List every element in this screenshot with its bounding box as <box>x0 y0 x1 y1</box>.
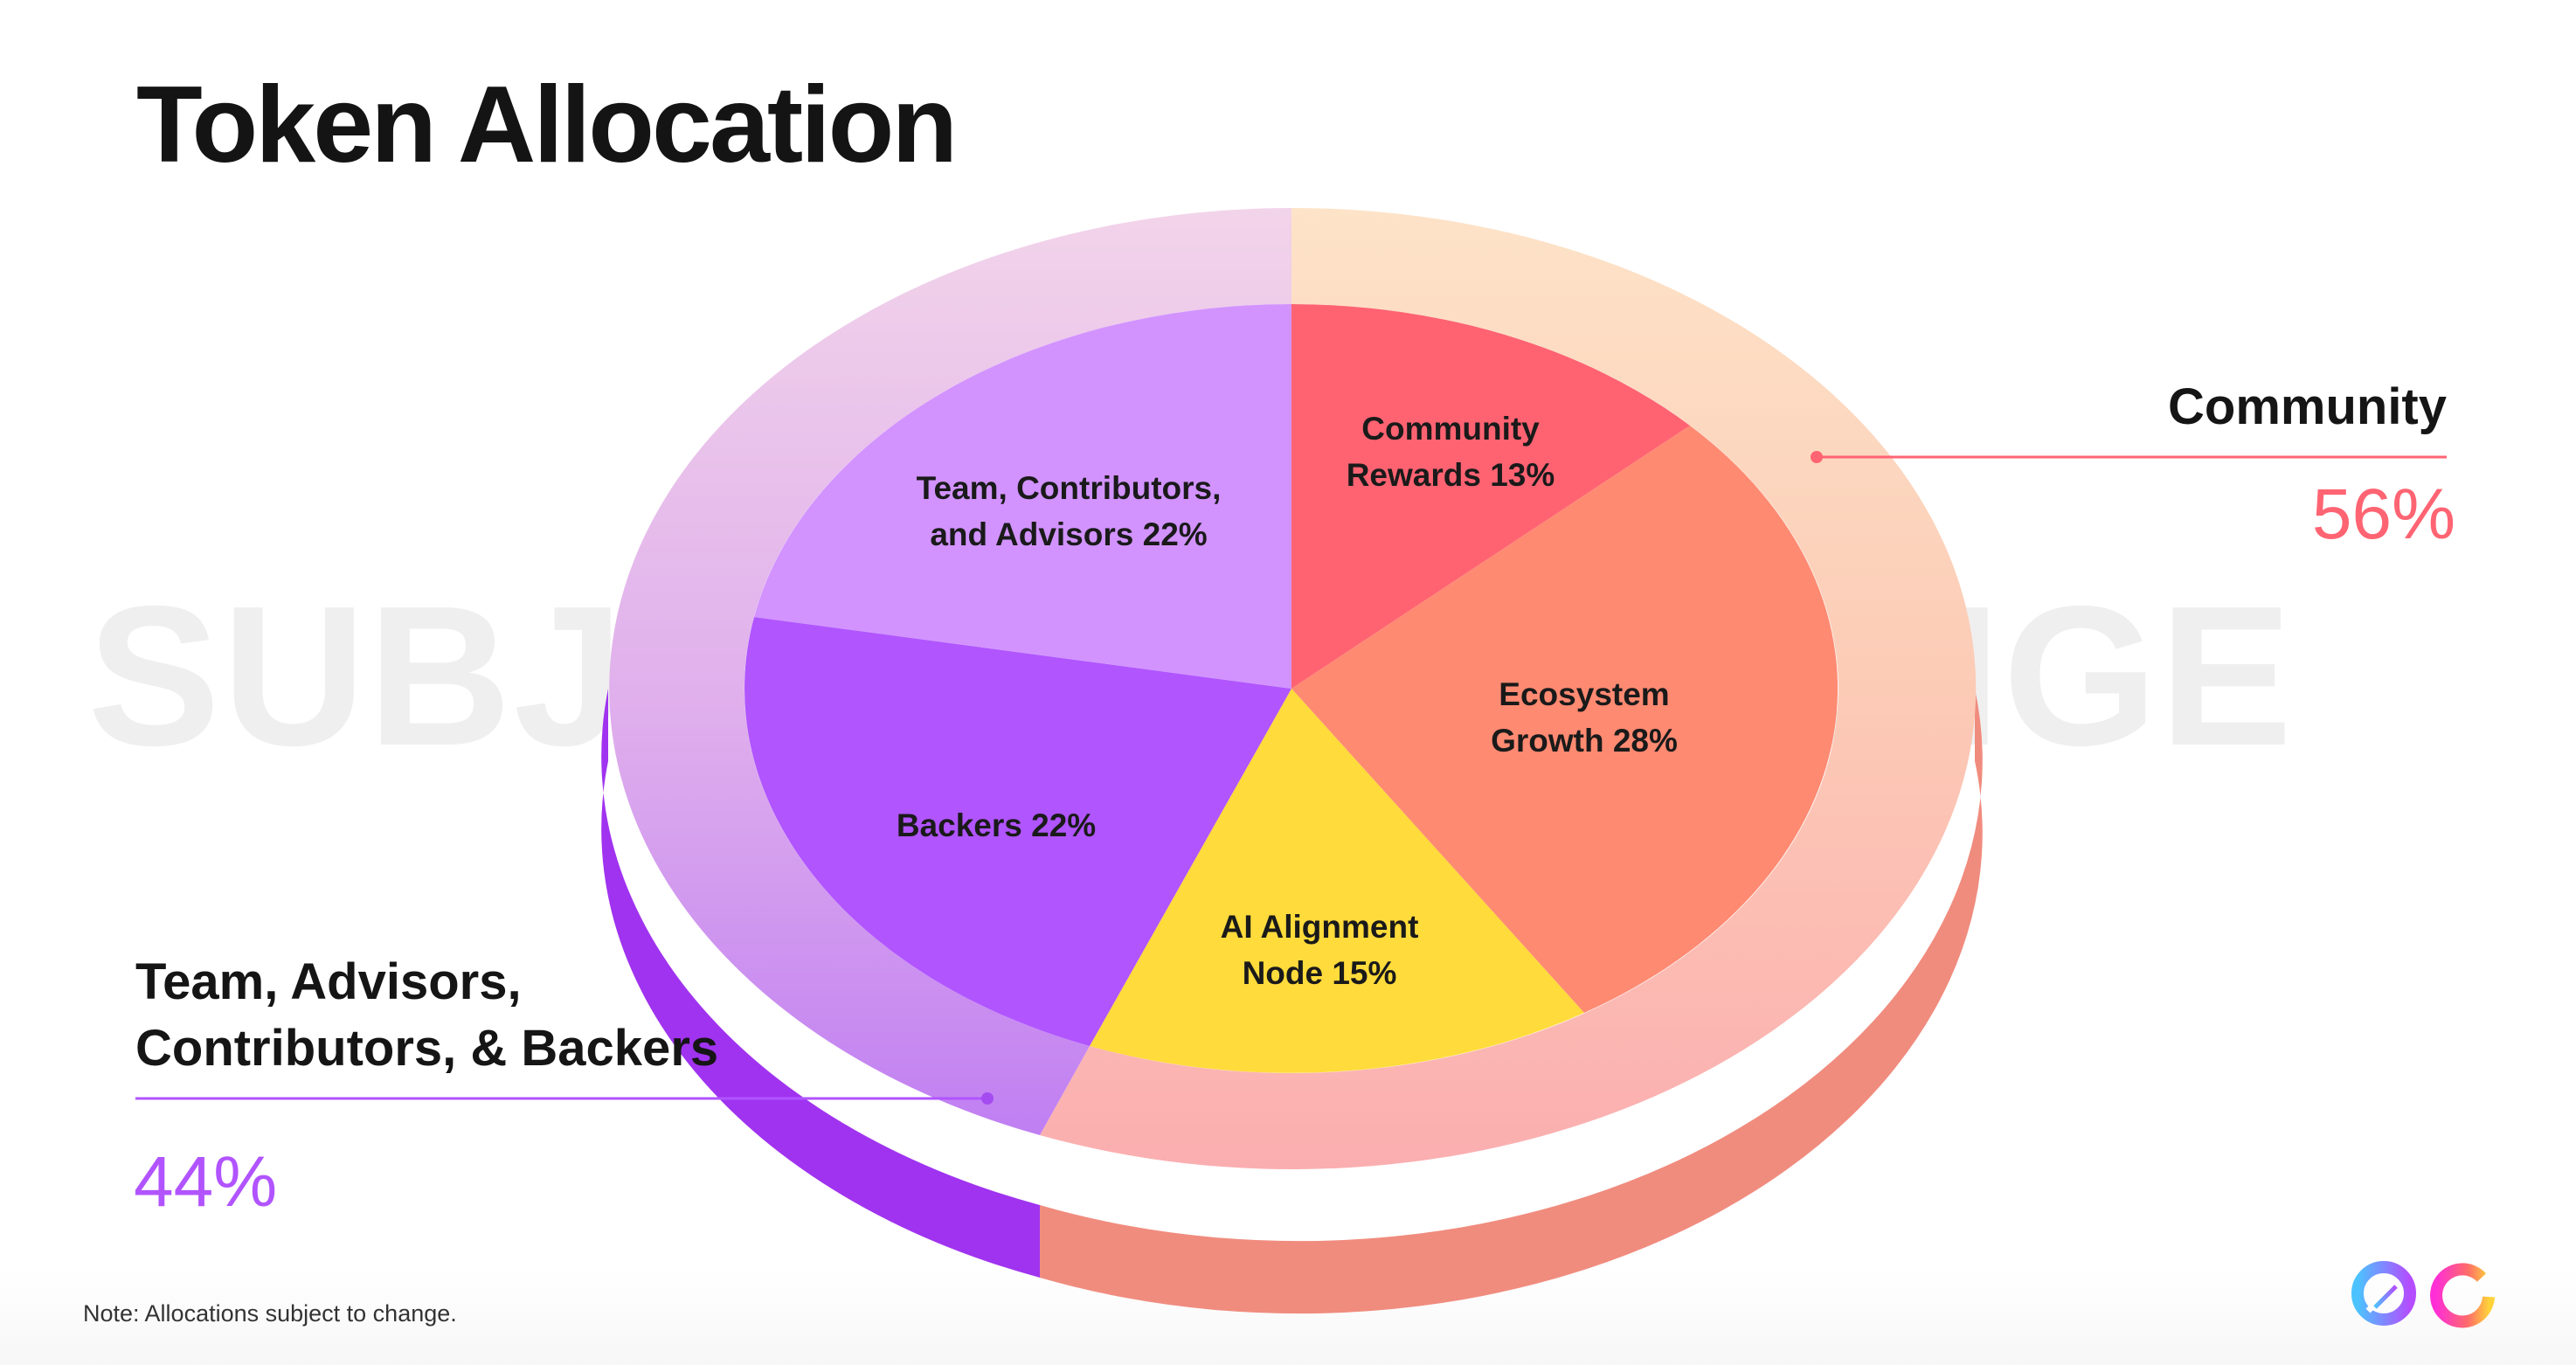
ring-community <box>1040 207 1977 1169</box>
slice-label-team: Team, Contributors, and Advisors 22% <box>917 465 1222 558</box>
slice-label-line: Node 15% <box>1242 955 1397 991</box>
pie-slices <box>744 304 1839 1073</box>
slice-ai-alignment-node[interactable] <box>1090 689 1584 1073</box>
side-team <box>601 689 1040 1278</box>
slice-label-ai-alignment-node: AI Alignment Node 15% <box>1221 904 1419 996</box>
footnote: Note: Allocations subject to change. <box>83 1300 457 1327</box>
team-callout-line1: Team, Advisors, <box>135 953 522 1010</box>
outer-ring <box>609 207 1977 1169</box>
slice-ecosystem-growth[interactable] <box>1291 426 1839 1013</box>
team-callout-label: Team, Advisors, Contributors, & Backers <box>135 949 718 1082</box>
slice-label-line: Community <box>1361 411 1540 447</box>
slice-label-backers: Backers 22% <box>897 802 1096 849</box>
community-callout-value: 56% <box>2311 475 2455 554</box>
slice-label-line: Ecosystem <box>1499 676 1670 712</box>
community-leader <box>1811 451 2447 463</box>
slice-label-line: Backers 22% <box>896 807 1097 843</box>
ring-team <box>609 208 1291 1135</box>
slice-label-line: and Advisors 22% <box>930 516 1208 552</box>
page-title: Token Allocation <box>136 65 958 185</box>
side-community <box>1040 689 1983 1314</box>
slice-label-line: Growth 28% <box>1491 723 1678 759</box>
slice-label-line: Team, Contributors, <box>916 470 1222 506</box>
slice-community-rewards[interactable] <box>1291 304 1690 689</box>
0g-logo-icon <box>2351 1261 2495 1328</box>
slice-label-line: Rewards 13% <box>1346 457 1555 493</box>
slice-backers[interactable] <box>744 617 1291 1046</box>
community-callout-label: Community <box>2168 378 2447 435</box>
team-callout-value: 44% <box>134 1142 278 1222</box>
slice-label-ecosystem-growth: Ecosystem Growth 28% <box>1491 671 1678 764</box>
team-callout-line2: Contributors, & Backers <box>135 1020 719 1077</box>
slice-label-community-rewards: Community Rewards 13% <box>1347 405 1555 498</box>
slice-team[interactable] <box>754 304 1291 689</box>
team-leader <box>135 1092 994 1105</box>
slice-label-line: AI Alignment <box>1220 909 1419 945</box>
pie-side <box>601 689 1983 1314</box>
